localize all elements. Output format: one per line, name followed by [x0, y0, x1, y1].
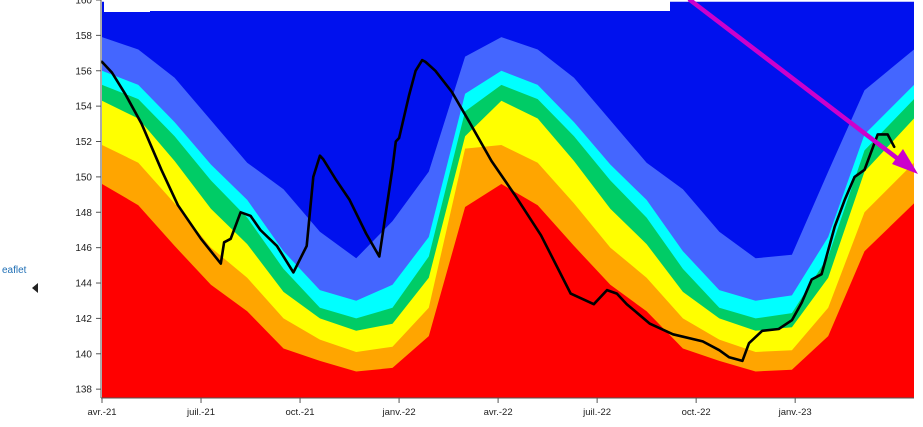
y-tick-label-154: 154 — [75, 102, 92, 113]
legend-bar — [150, 0, 670, 11]
x-tick-label-5: juil.-22 — [582, 407, 611, 418]
y-tick-label-160: 160 — [75, 0, 92, 7]
leaflet-attribution-link[interactable]: eaflet — [2, 265, 27, 276]
series-line-0 — [100, 58, 896, 363]
y-tick-label-146: 146 — [75, 243, 92, 254]
y-tick-label-158: 158 — [75, 31, 92, 42]
x-tick-label-0: avr.-21 — [87, 407, 116, 418]
x-tick-label-2: oct.-21 — [286, 407, 315, 418]
x-tick-label-1: juil.-21 — [186, 407, 215, 418]
x-tick-label-3: janv.-22 — [382, 407, 416, 418]
y-tick-label-140: 140 — [75, 349, 92, 360]
y-tick-label-156: 156 — [75, 66, 92, 77]
y-tick-label-152: 152 — [75, 137, 92, 148]
y-tick-label-150: 150 — [75, 172, 92, 183]
collapse-caret-icon[interactable] — [32, 283, 38, 293]
x-tick-label-7: janv.-23 — [778, 407, 812, 418]
legend-box — [104, 0, 150, 12]
y-tick-label-144: 144 — [75, 279, 92, 290]
y-tick-label-142: 142 — [75, 314, 92, 325]
band-area-0 — [102, 184, 914, 398]
y-tick-label-148: 148 — [75, 208, 92, 219]
x-tick-label-4: avr.-22 — [484, 407, 513, 418]
y-tick-label-138: 138 — [75, 385, 92, 396]
annotation-arrow-shaft — [687, 0, 909, 168]
annotation-arrow-head — [892, 149, 918, 174]
x-tick-label-6: oct.-22 — [682, 407, 711, 418]
